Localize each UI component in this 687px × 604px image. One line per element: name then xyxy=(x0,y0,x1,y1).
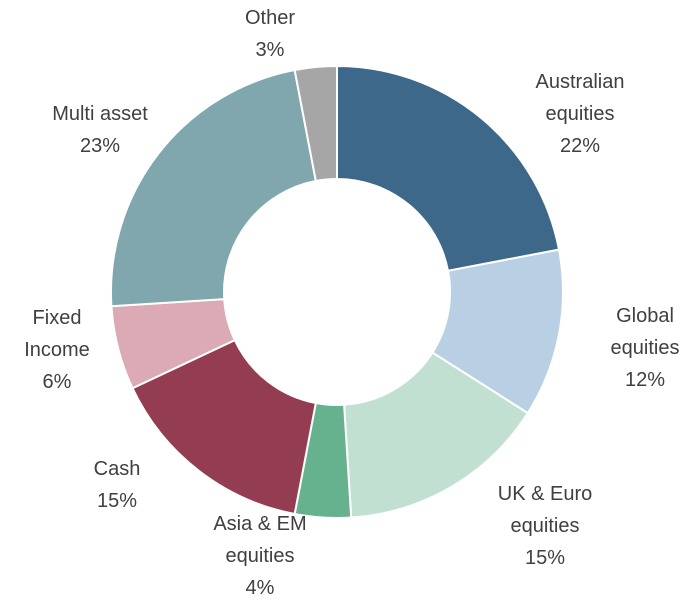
donut-slice xyxy=(131,338,317,516)
value-label: 3% xyxy=(255,39,285,61)
slice-label: Asia & EM equities 4% xyxy=(195,508,325,604)
value-label: 15% xyxy=(96,490,138,512)
donut-slice xyxy=(343,351,530,519)
value-label: 6% xyxy=(42,371,72,393)
slice-label: UK & Euro equities 15% xyxy=(480,478,610,574)
value-label: 22% xyxy=(559,135,601,157)
value-label: 15% xyxy=(524,547,566,569)
category-label: Cash xyxy=(93,458,141,480)
donut-slice xyxy=(293,64,338,183)
category-label: Other xyxy=(244,7,296,29)
category-label: Australian equities xyxy=(535,71,625,125)
slice-label: Other 3% xyxy=(230,2,310,66)
category-label: Fixed Income xyxy=(24,307,90,361)
category-label: Global equities xyxy=(610,305,680,359)
value-label: 23% xyxy=(79,135,121,157)
category-label: Multi asset xyxy=(52,103,148,125)
donut-slice xyxy=(110,68,317,308)
slice-label: Multi asset 23% xyxy=(25,98,175,162)
value-label: 12% xyxy=(624,369,666,391)
donut-slice xyxy=(336,64,561,272)
slice-label: Fixed Income 6% xyxy=(7,302,107,398)
category-label: UK & Euro equities xyxy=(497,483,593,537)
value-label: 4% xyxy=(245,577,275,599)
slice-label: Global equities 12% xyxy=(600,300,687,396)
slice-label: Australian equities 22% xyxy=(520,66,640,162)
slice-label: Cash 15% xyxy=(77,453,157,517)
category-label: Asia & EM equities xyxy=(213,513,307,567)
